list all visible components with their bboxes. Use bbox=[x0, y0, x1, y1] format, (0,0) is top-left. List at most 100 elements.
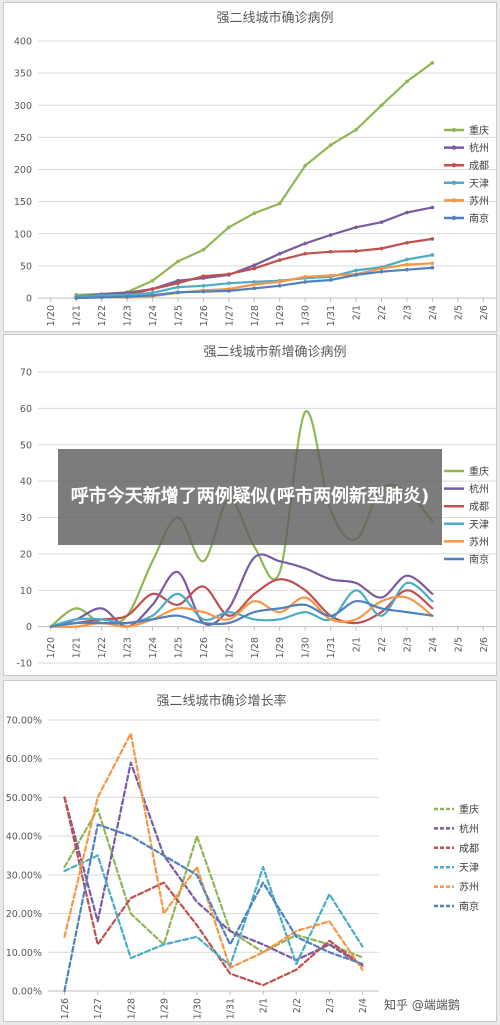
cumulative-cases-chart: 强二线城市确诊病例 0 50 100 150 200 250 300 350 400 1/20 1/2… bbox=[14, 10, 496, 326]
x-tick-label: 1/26 bbox=[199, 637, 210, 658]
y-tick-label: 50 bbox=[20, 261, 32, 272]
data-point bbox=[328, 143, 333, 147]
series-line-6 bbox=[63, 823, 364, 993]
x-tick-label: 1/22 bbox=[97, 637, 108, 658]
data-point bbox=[252, 282, 257, 287]
y-tick-label: -10 bbox=[16, 659, 32, 670]
chart-panel-cumulative-cases: 强二线城市确诊病例 0 50 100 150 200 250 300 350 400 1/20 1/2… bbox=[3, 2, 497, 332]
data-point bbox=[150, 291, 155, 295]
data-point bbox=[430, 205, 435, 210]
x-tick-label: 1/29 bbox=[159, 998, 170, 1019]
legend-label: 苏州 bbox=[469, 194, 489, 207]
data-point bbox=[354, 127, 358, 132]
data-point bbox=[379, 103, 384, 108]
data-point bbox=[430, 61, 435, 65]
legend-label: 天津 bbox=[469, 178, 489, 190]
x-tick-label: 1/31 bbox=[226, 998, 237, 1019]
x-tick-label: 1/25 bbox=[173, 637, 184, 658]
x-tick-label: 1/29 bbox=[275, 637, 286, 658]
chart-title: 强二线城市确诊增长率 bbox=[156, 693, 286, 709]
data-point bbox=[303, 163, 307, 168]
legend-label: 苏州 bbox=[469, 535, 489, 548]
x-tick-label: 2/4 bbox=[428, 637, 439, 652]
data-point bbox=[125, 294, 129, 299]
y-tick-label: 70.00% bbox=[6, 716, 42, 727]
x-tick-label: 2/3 bbox=[402, 305, 413, 320]
series-line-6 bbox=[49, 599, 434, 628]
x-tick-label: 1/29 bbox=[275, 305, 286, 326]
data-point bbox=[303, 251, 307, 256]
x-tick-label: 1/27 bbox=[93, 998, 104, 1019]
y-tick-label: 20 bbox=[20, 549, 32, 560]
data-point bbox=[379, 220, 384, 224]
x-tick-label: 1/25 bbox=[173, 305, 184, 326]
x-tick-label: 2/1 bbox=[352, 305, 363, 320]
data-point bbox=[277, 201, 282, 206]
legend-label: 成都 bbox=[469, 160, 489, 172]
data-point bbox=[252, 280, 257, 284]
data-point bbox=[303, 280, 307, 284]
new-cases-chart: 强二线城市新增确诊病例 -10 0 10 20 30 40 50 60 70 1/20 1/21 1/2… bbox=[16, 344, 496, 670]
legend-marker bbox=[451, 198, 457, 203]
article-headline-overlay: 呼市今天新增了两例疑似(呼市两例新型肺炎) bbox=[58, 449, 442, 545]
data-point bbox=[150, 293, 155, 298]
x-tick-label: 2/2 bbox=[292, 998, 303, 1013]
y-tick-label: 30.00% bbox=[6, 870, 42, 881]
legend-label: 天津 bbox=[469, 519, 489, 531]
y-tick-label: 50.00% bbox=[6, 793, 42, 804]
y-tick-label: 30 bbox=[20, 513, 32, 524]
data-point bbox=[354, 249, 358, 253]
x-tick-label: 1/31 bbox=[326, 305, 337, 326]
x-tick-label: 1/22 bbox=[97, 305, 108, 326]
x-tick-label: 1/26 bbox=[199, 305, 210, 326]
data-point bbox=[277, 283, 282, 288]
x-tick-label: 1/31 bbox=[326, 637, 337, 658]
x-tick-label: 1/23 bbox=[123, 637, 134, 658]
series-line-1 bbox=[75, 61, 434, 296]
data-point bbox=[150, 287, 155, 291]
data-point bbox=[252, 266, 257, 271]
y-tick-label: 400 bbox=[14, 37, 32, 48]
y-tick-label: 300 bbox=[14, 101, 32, 112]
chart-title: 强二线城市确诊病例 bbox=[216, 10, 333, 26]
data-point bbox=[405, 267, 409, 272]
data-point bbox=[277, 251, 282, 256]
y-tick-label: 250 bbox=[14, 133, 32, 144]
x-tick-label: 2/4 bbox=[428, 305, 439, 320]
y-tick-label: 70 bbox=[20, 368, 32, 379]
data-point bbox=[252, 211, 257, 215]
y-tick-label: 100 bbox=[14, 229, 32, 240]
y-tick-label: 60 bbox=[20, 404, 32, 415]
y-tick-label: 60.00% bbox=[6, 754, 42, 765]
x-tick-label: 2/6 bbox=[479, 305, 490, 320]
data-point bbox=[201, 283, 206, 288]
x-tick-label: 1/24 bbox=[148, 305, 159, 326]
x-tick-label: 2/1 bbox=[352, 637, 363, 652]
y-tick-label: 150 bbox=[14, 197, 32, 208]
series-line-4 bbox=[63, 854, 364, 967]
y-tick-label: 50 bbox=[20, 440, 32, 451]
x-tick-label: 2/2 bbox=[377, 637, 388, 652]
series-line-2 bbox=[63, 761, 364, 967]
data-point bbox=[201, 248, 206, 252]
legend-label: 成都 bbox=[459, 843, 479, 855]
headline-text: 呼市今天新增了两例疑似(呼市两例新型肺炎) bbox=[70, 486, 430, 507]
growth-rate-chart: 强二线城市确诊增长率 0.00% 10.00% 20.00% 30.00% 40.00% 5… bbox=[6, 693, 479, 1019]
chart-panel-growth-rate: 强二线城市确诊增长率 0.00% 10.00% 20.00% 30.00% 40.00% 5… bbox=[3, 680, 497, 1022]
data-point bbox=[227, 289, 231, 293]
legend-label: 重庆 bbox=[459, 803, 479, 816]
series-line-3 bbox=[63, 796, 364, 987]
x-tick-label: 2/6 bbox=[479, 637, 490, 652]
x-tick-label: 1/28 bbox=[250, 305, 261, 326]
series-line-3 bbox=[49, 578, 434, 628]
x-tick-label: 1/30 bbox=[301, 637, 312, 658]
x-tick-label: 2/1 bbox=[259, 998, 270, 1013]
x-tick-label: 2/3 bbox=[402, 637, 413, 652]
series-line-5 bbox=[49, 595, 434, 628]
legend-label: 重庆 bbox=[469, 465, 489, 478]
data-point bbox=[430, 266, 435, 270]
data-point bbox=[303, 241, 307, 246]
legend-label: 杭州 bbox=[469, 142, 489, 155]
legend-marker bbox=[451, 163, 457, 168]
legend-label: 南京 bbox=[469, 212, 489, 225]
